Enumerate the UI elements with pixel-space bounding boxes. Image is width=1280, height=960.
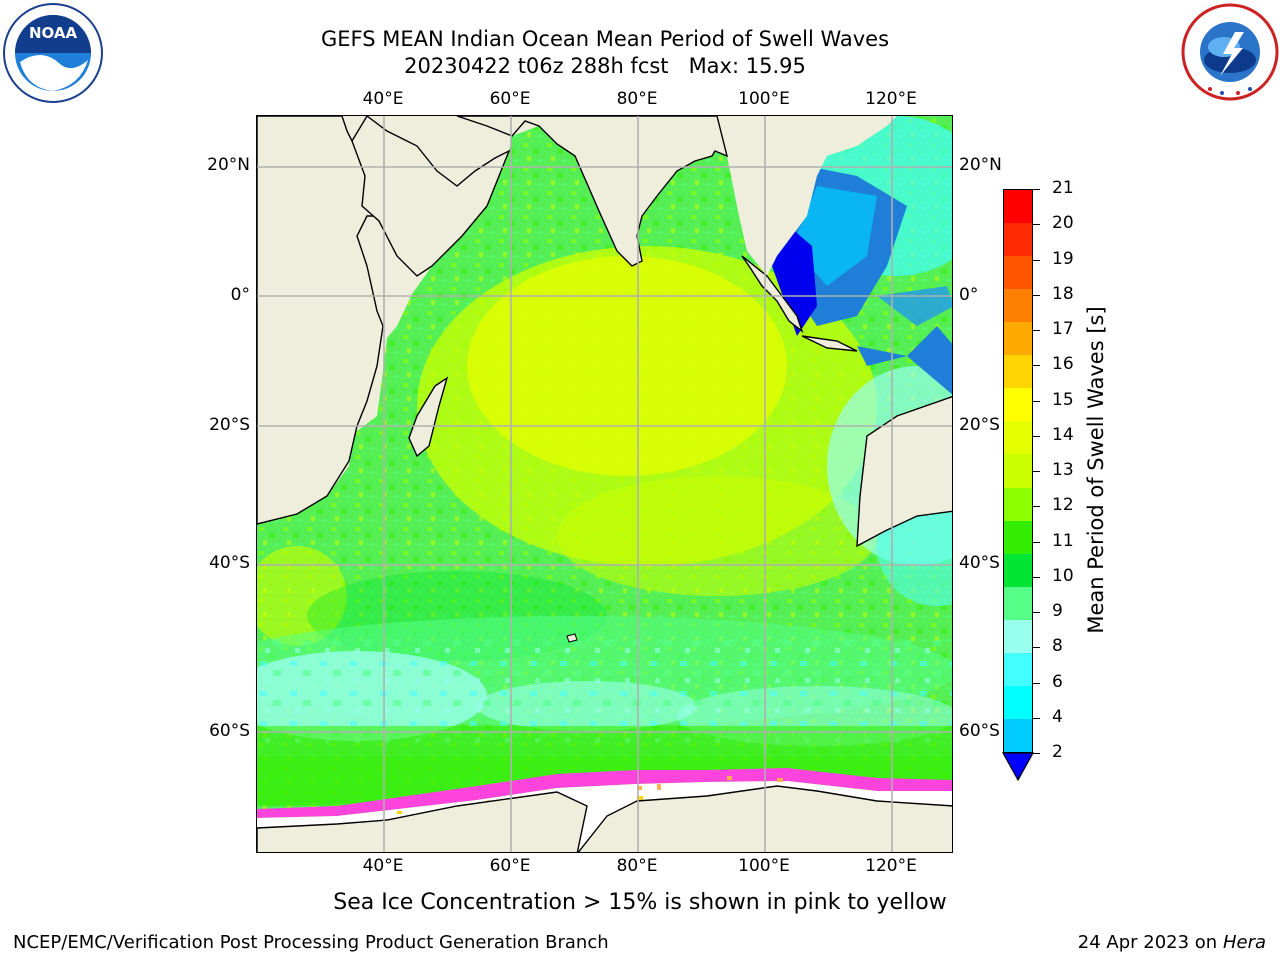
colorbar-tick-mark bbox=[1033, 541, 1040, 543]
colorbar-segment bbox=[1004, 289, 1032, 323]
nws-logo bbox=[1181, 3, 1279, 101]
colorbar-segment bbox=[1004, 652, 1032, 687]
colorbar-tick-mark bbox=[1033, 471, 1040, 472]
colorbar-tick-label: 4 bbox=[1052, 706, 1063, 727]
noaa-logo: NOAA bbox=[3, 3, 103, 103]
right-tick-20n: 20°N bbox=[959, 155, 1002, 175]
gridlines bbox=[257, 116, 952, 852]
colorbar-segment bbox=[1004, 454, 1032, 489]
map-frame bbox=[256, 115, 953, 853]
colorbar-tick-label: 2 bbox=[1052, 742, 1063, 762]
colorbar-tick-mark bbox=[1033, 753, 1040, 754]
right-tick-20s: 20°S bbox=[959, 415, 1000, 435]
left-tick-40s: 40°S bbox=[209, 553, 250, 573]
top-tick-60e: 60°E bbox=[489, 89, 531, 109]
left-tick-20s: 20°S bbox=[209, 415, 250, 435]
credit-left: NCEP/EMC/Verification Post Processing Pr… bbox=[13, 932, 609, 953]
colorbar-tick-mark bbox=[1033, 330, 1040, 331]
colorbar-tick-mark bbox=[1033, 576, 1040, 578]
colorbar-tick-mark bbox=[1033, 400, 1040, 402]
colorbar-tick-label: 16 bbox=[1052, 354, 1074, 375]
colorbar-tick-mark bbox=[1033, 647, 1040, 649]
bottom-tick-100e: 100°E bbox=[738, 856, 790, 876]
colorbar-tick-mark bbox=[1033, 224, 1040, 226]
colorbar-tick-label: 6 bbox=[1052, 671, 1063, 692]
colorbar-segment bbox=[1004, 223, 1032, 257]
colorbar-tick-label: 14 bbox=[1052, 424, 1074, 445]
right-tick-60s: 60°S bbox=[959, 721, 1000, 741]
colorbar-segment bbox=[1004, 322, 1032, 356]
colorbar-tick-label: 9 bbox=[1052, 601, 1063, 621]
colorbar-tick-mark bbox=[1033, 259, 1040, 261]
right-tick-0: 0° bbox=[959, 285, 979, 305]
credit-date: 24 Apr 2023 on bbox=[1077, 932, 1223, 953]
left-tick-60s: 60°S bbox=[209, 721, 250, 741]
ocean-field bbox=[257, 116, 952, 852]
bottom-tick-40e: 40°E bbox=[362, 856, 404, 876]
colorbar-tick-mark bbox=[1033, 612, 1040, 613]
left-tick-0: 0° bbox=[230, 285, 250, 305]
colorbar-segment bbox=[1004, 256, 1032, 290]
top-tick-40e: 40°E bbox=[362, 89, 404, 109]
colorbar-under-arrow bbox=[1002, 752, 1034, 782]
sea-ice-footnote: Sea Ice Concentration > 15% is shown in … bbox=[333, 890, 947, 915]
colorbar-segment bbox=[1004, 586, 1032, 621]
colorbar bbox=[1003, 189, 1033, 753]
bottom-tick-60e: 60°E bbox=[489, 856, 531, 876]
right-tick-40s: 40°S bbox=[959, 553, 1000, 573]
top-tick-120e: 120°E bbox=[865, 89, 917, 109]
colorbar-tick-mark bbox=[1033, 294, 1040, 296]
colorbar-segment bbox=[1004, 421, 1032, 455]
colorbar-tick-label: 19 bbox=[1052, 248, 1074, 269]
colorbar-tick-label: 18 bbox=[1052, 283, 1074, 304]
colorbar-segment bbox=[1004, 520, 1032, 555]
chart-subtitle: 20230422 t06z 288h fcst Max: 15.95 bbox=[404, 54, 806, 78]
noaa-logo-text: NOAA bbox=[29, 24, 78, 42]
bottom-tick-80e: 80°E bbox=[616, 856, 658, 876]
colorbar-segment bbox=[1004, 718, 1032, 753]
colorbar-segment bbox=[1004, 685, 1032, 720]
colorbar-tick-label: 10 bbox=[1052, 565, 1074, 586]
colorbar-tick-label: 8 bbox=[1052, 636, 1063, 657]
colorbar-label: Mean Period of Swell Waves [s] bbox=[1084, 306, 1108, 634]
colorbar-tick-label: 13 bbox=[1052, 460, 1074, 480]
colorbar-segment bbox=[1004, 190, 1032, 224]
colorbar-tick-label: 17 bbox=[1052, 319, 1074, 339]
credit-host: Hera bbox=[1222, 932, 1266, 953]
colorbar-segment bbox=[1004, 487, 1032, 522]
colorbar-tick-label: 11 bbox=[1052, 530, 1074, 551]
colorbar-segment bbox=[1004, 355, 1032, 389]
colorbar-tick-mark bbox=[1033, 717, 1040, 719]
colorbar-tick-mark bbox=[1033, 435, 1040, 437]
colorbar-tick-mark bbox=[1033, 682, 1040, 684]
credit-right: 24 Apr 2023 on Hera bbox=[1078, 932, 1266, 953]
colorbar-tick-label: 21 bbox=[1052, 178, 1074, 198]
bottom-tick-120e: 120°E bbox=[865, 856, 917, 876]
colorbar-tick-mark bbox=[1033, 189, 1040, 190]
colorbar-segment bbox=[1004, 619, 1032, 654]
top-tick-100e: 100°E bbox=[738, 89, 790, 109]
colorbar-segment bbox=[1004, 553, 1032, 588]
colorbar-tick-label: 12 bbox=[1052, 495, 1074, 516]
colorbar-tick-label: 15 bbox=[1052, 389, 1074, 410]
colorbar-tick-mark bbox=[1033, 506, 1040, 508]
colorbar-segment bbox=[1004, 388, 1032, 422]
colorbar-tick-mark bbox=[1033, 365, 1040, 367]
colorbar-tick-label: 20 bbox=[1052, 213, 1074, 234]
chart-title: GEFS MEAN Indian Ocean Mean Period of Sw… bbox=[320, 27, 890, 51]
left-tick-20n: 20°N bbox=[207, 155, 250, 175]
top-tick-80e: 80°E bbox=[616, 89, 658, 109]
